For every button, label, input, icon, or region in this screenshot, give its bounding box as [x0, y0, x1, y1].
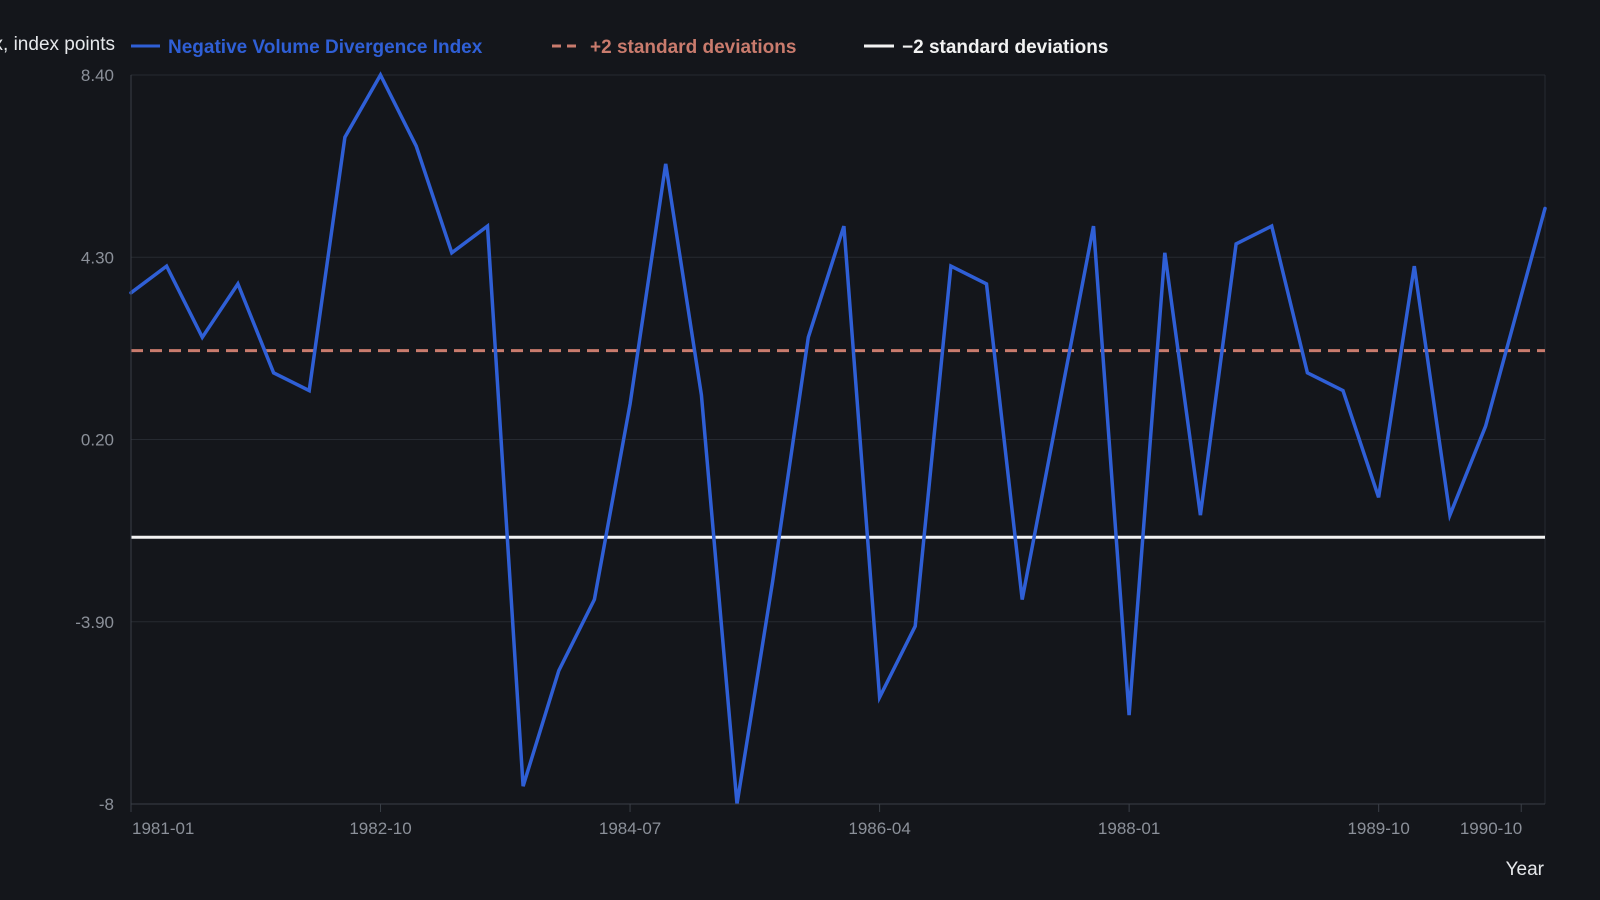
- x-tick-label: 1986-04: [848, 819, 910, 838]
- x-tick-label: 1981-01: [132, 819, 194, 838]
- legend-item-nvdi[interactable]: Negative Volume Divergence Index: [131, 37, 483, 58]
- y-tick-label: 0.20: [81, 431, 114, 450]
- x-tick-label: 1984-07: [599, 819, 661, 838]
- nvdi-series-line: [129, 71, 1547, 805]
- y-tick-label: -3.90: [75, 613, 114, 632]
- y-axis-title: …x, index points: [0, 34, 115, 55]
- x-tick-label: 1989-10: [1347, 819, 1409, 838]
- reference-lines: [131, 349, 1545, 539]
- legend-label-plus2sd: +2 standard deviations: [590, 37, 796, 58]
- y-tick-label: -8: [99, 795, 114, 814]
- legend-label-nvdi: Negative Volume Divergence Index: [168, 37, 483, 58]
- x-tick-label: 1982-10: [349, 819, 411, 838]
- x-tick-label: 1990-10: [1460, 819, 1522, 838]
- x-axis-title: Year: [1506, 859, 1545, 880]
- x-tick-label: 1988-01: [1098, 819, 1160, 838]
- y-tick-label: 8.40: [81, 66, 114, 85]
- gridlines: [131, 74, 1546, 805]
- y-tick-label: 4.30: [81, 248, 114, 267]
- legend-item-plus2sd[interactable]: +2 standard deviations: [552, 37, 796, 58]
- axes: 8.40 4.30 0.20 -3.90 -8 1981-01 1982-10 1984-07…: [75, 66, 1545, 838]
- legend-item-minus2sd[interactable]: −2 standard deviations: [864, 37, 1108, 58]
- legend-label-minus2sd: −2 standard deviations: [902, 37, 1108, 58]
- legend: Negative Volume Divergence Index +2 stan…: [131, 37, 1108, 58]
